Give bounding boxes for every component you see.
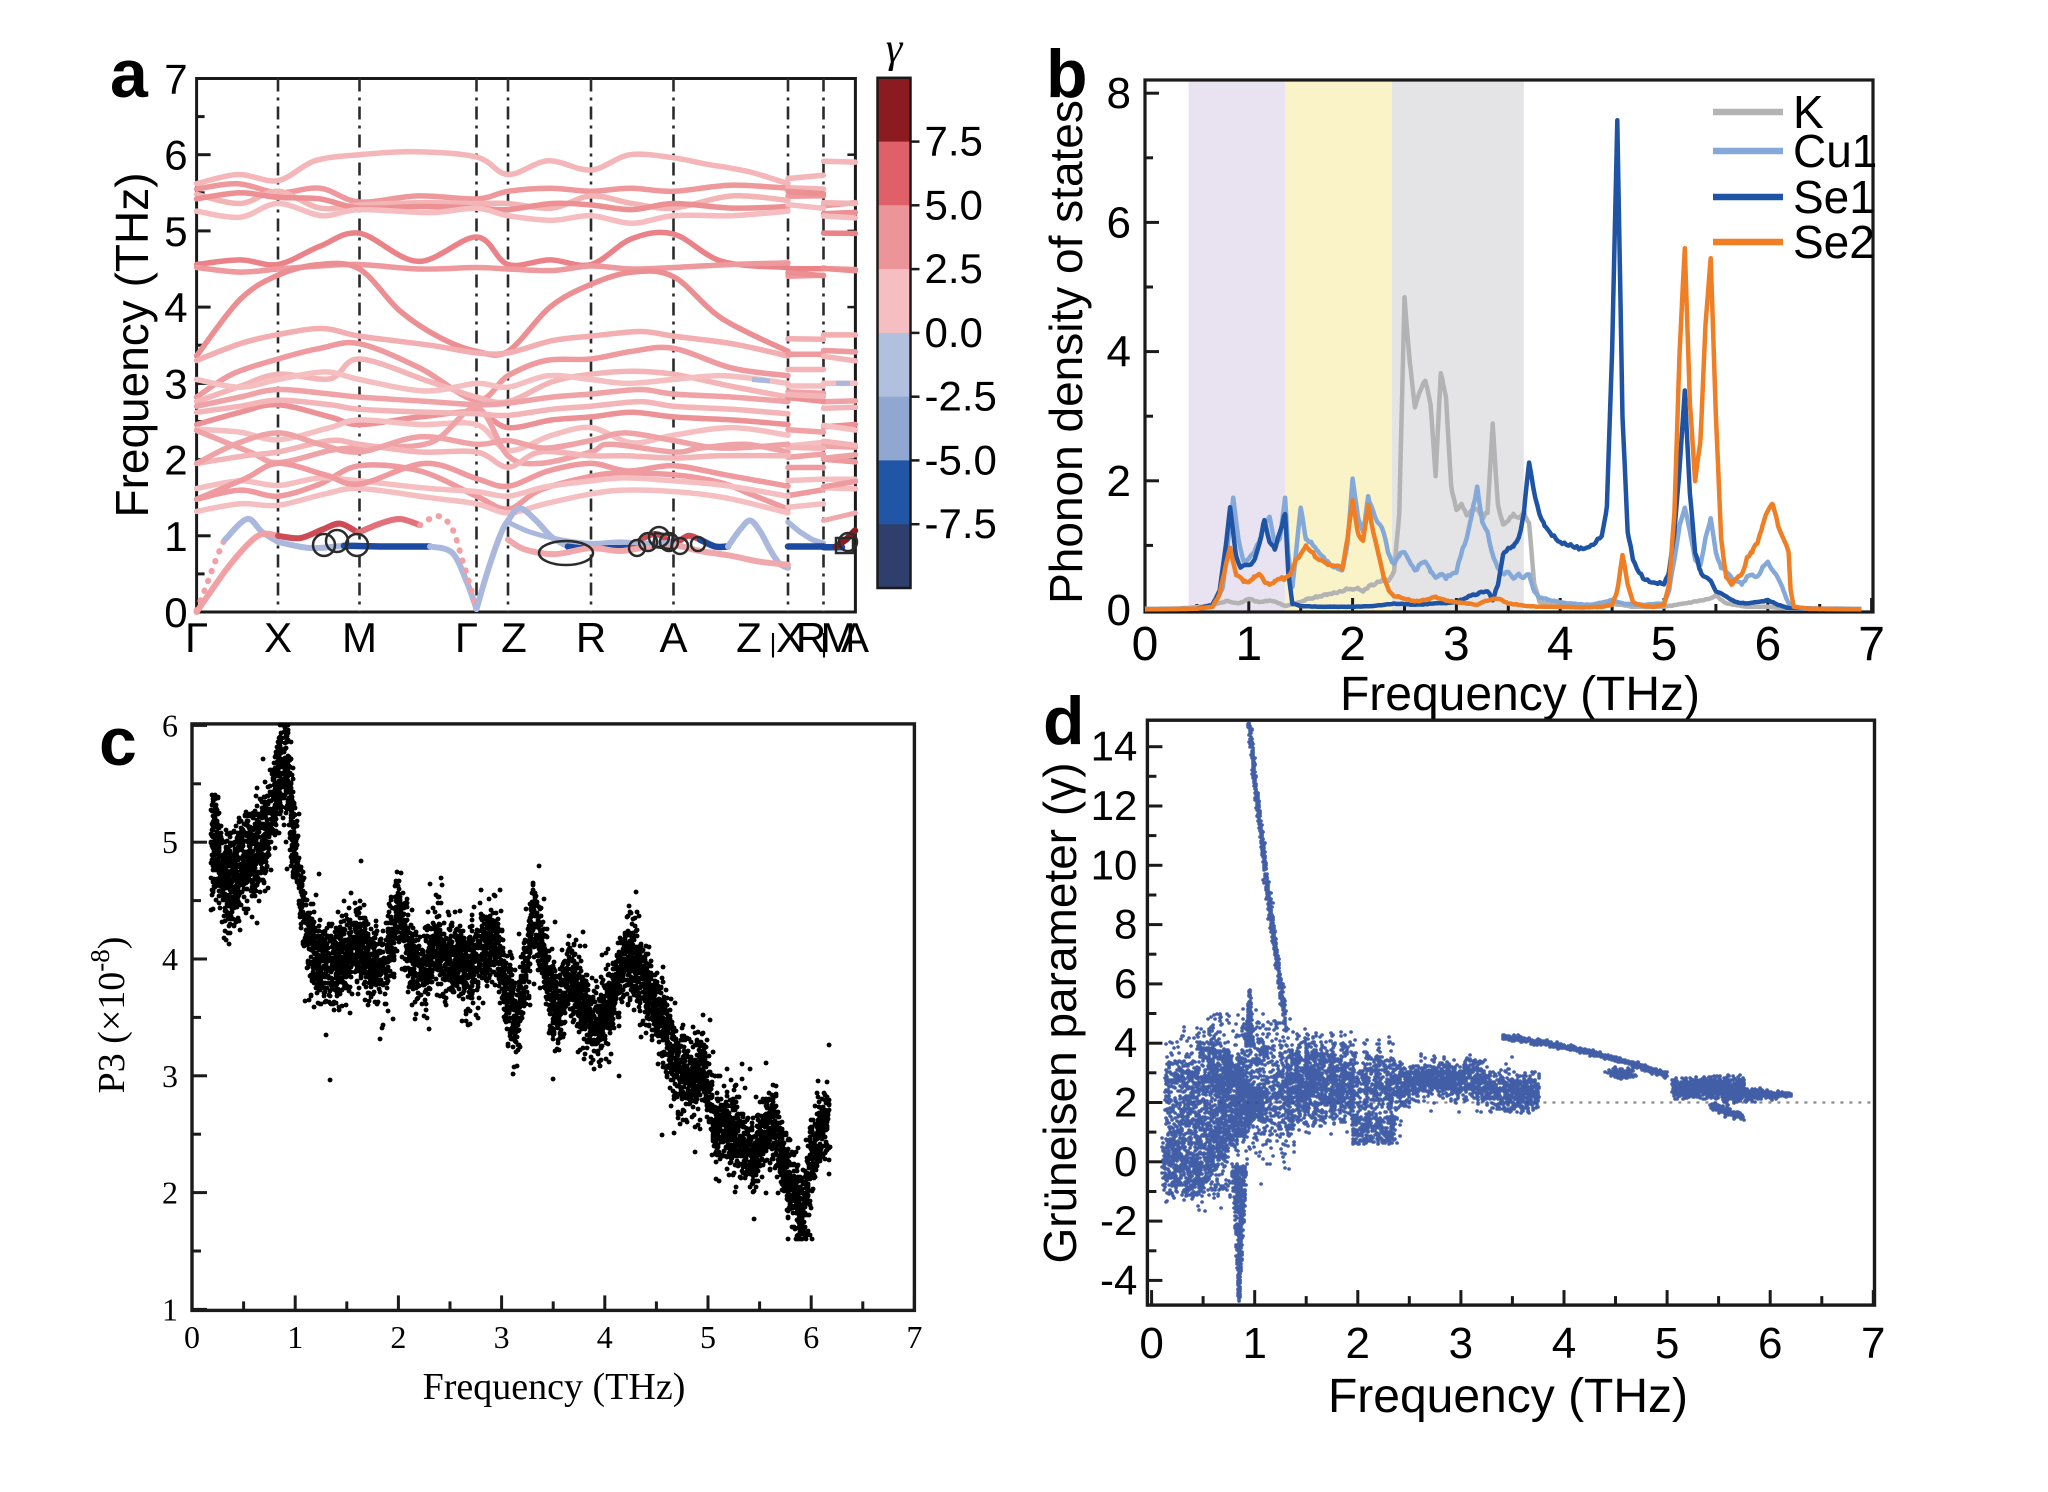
svg-text:Z: Z xyxy=(501,614,527,661)
svg-text:a: a xyxy=(110,36,149,112)
svg-text:d: d xyxy=(1043,683,1085,759)
svg-text:4: 4 xyxy=(597,1319,613,1355)
svg-text:14: 14 xyxy=(1091,723,1138,770)
svg-text:Cu1: Cu1 xyxy=(1793,125,1877,177)
svg-text:Γ: Γ xyxy=(455,614,478,661)
svg-text:1: 1 xyxy=(1242,1319,1266,1368)
svg-text:1: 1 xyxy=(162,1291,178,1327)
svg-text:-2: -2 xyxy=(1100,1197,1137,1244)
svg-text:4: 4 xyxy=(1552,1319,1576,1368)
svg-text:Se2: Se2 xyxy=(1793,216,1875,268)
svg-text:1: 1 xyxy=(287,1319,303,1355)
svg-text:0: 0 xyxy=(1139,1319,1163,1368)
svg-text:5: 5 xyxy=(1651,618,1678,671)
svg-text:1: 1 xyxy=(1235,618,1262,671)
svg-text:M: M xyxy=(342,614,377,661)
svg-text:K: K xyxy=(1793,86,1824,138)
svg-text:5: 5 xyxy=(700,1319,716,1355)
svg-text:3: 3 xyxy=(494,1319,510,1355)
svg-text:5: 5 xyxy=(162,824,178,860)
svg-text:0: 0 xyxy=(1114,1138,1137,1185)
svg-text:6: 6 xyxy=(1107,198,1131,247)
svg-text:2: 2 xyxy=(164,437,187,484)
svg-text:3: 3 xyxy=(164,360,187,407)
svg-text:R: R xyxy=(576,614,606,661)
svg-text:b: b xyxy=(1046,36,1088,112)
svg-text:-7.5: -7.5 xyxy=(925,500,997,547)
svg-text:|: | xyxy=(821,628,828,658)
svg-text:4: 4 xyxy=(1114,1019,1137,1066)
svg-text:Grüneisen parameter (γ): Grüneisen parameter (γ) xyxy=(1034,762,1086,1263)
svg-text:2: 2 xyxy=(1346,1319,1370,1368)
svg-text:6: 6 xyxy=(803,1319,819,1355)
svg-text:5: 5 xyxy=(164,208,187,255)
svg-text:7: 7 xyxy=(164,56,187,103)
svg-text:7.5: 7.5 xyxy=(925,118,983,165)
svg-text:-4: -4 xyxy=(1100,1256,1137,1303)
svg-text:Frequency (THz): Frequency (THz) xyxy=(106,172,158,517)
svg-text:Phonon density of states: Phonon density of states xyxy=(1040,100,1092,604)
svg-text:M: M xyxy=(821,614,856,661)
svg-text:Frequency (THz): Frequency (THz) xyxy=(1328,1370,1688,1423)
svg-text:X: X xyxy=(776,614,804,661)
svg-text:2: 2 xyxy=(162,1175,178,1211)
svg-text:4: 4 xyxy=(1107,328,1131,377)
svg-text:8: 8 xyxy=(1114,901,1137,948)
svg-text:c: c xyxy=(99,704,137,780)
svg-text:3: 3 xyxy=(1449,1319,1473,1368)
svg-text:2.5: 2.5 xyxy=(925,245,983,292)
svg-text:|: | xyxy=(770,628,777,658)
svg-text:A: A xyxy=(659,614,687,661)
svg-text:6: 6 xyxy=(1754,618,1781,671)
svg-text:Frequency (THz): Frequency (THz) xyxy=(1340,668,1700,721)
svg-text:Frequency (THz): Frequency (THz) xyxy=(423,1366,686,1408)
svg-text:γ: γ xyxy=(886,26,904,72)
svg-text:-5.0: -5.0 xyxy=(925,436,997,483)
svg-text:6: 6 xyxy=(164,132,187,179)
svg-text:Z: Z xyxy=(736,614,762,661)
svg-text:Γ: Γ xyxy=(185,614,208,661)
svg-text:4: 4 xyxy=(162,941,178,977)
svg-text:1: 1 xyxy=(164,513,187,560)
svg-text:0: 0 xyxy=(1132,618,1159,671)
svg-text:X: X xyxy=(264,614,292,661)
svg-text:5.0: 5.0 xyxy=(925,181,983,228)
svg-text:6: 6 xyxy=(162,707,178,743)
svg-text:7: 7 xyxy=(1861,1319,1885,1368)
svg-text:5: 5 xyxy=(1655,1319,1679,1368)
svg-text:2: 2 xyxy=(1339,618,1366,671)
svg-text:4: 4 xyxy=(1547,618,1574,671)
svg-text:10: 10 xyxy=(1091,841,1138,888)
svg-text:0: 0 xyxy=(1107,586,1131,635)
svg-text:3: 3 xyxy=(1443,618,1470,671)
svg-text:8: 8 xyxy=(1107,69,1131,118)
svg-text:12: 12 xyxy=(1091,782,1138,829)
svg-text:2: 2 xyxy=(1107,457,1131,506)
svg-text:R: R xyxy=(796,614,826,661)
svg-text:2: 2 xyxy=(1114,1079,1137,1126)
svg-text:2: 2 xyxy=(390,1319,406,1355)
svg-text:7: 7 xyxy=(906,1319,922,1355)
svg-text:6: 6 xyxy=(1114,960,1137,1007)
svg-text:Se1: Se1 xyxy=(1793,171,1875,223)
svg-text:4: 4 xyxy=(164,284,187,331)
svg-text:6: 6 xyxy=(1758,1319,1782,1368)
svg-text:A: A xyxy=(841,614,869,661)
svg-text:-2.5: -2.5 xyxy=(925,373,997,420)
svg-text:7: 7 xyxy=(1858,618,1885,671)
svg-text:0: 0 xyxy=(164,589,187,636)
svg-text:3: 3 xyxy=(162,1058,178,1094)
svg-text:0: 0 xyxy=(184,1319,200,1355)
svg-text:0.0: 0.0 xyxy=(925,309,983,356)
